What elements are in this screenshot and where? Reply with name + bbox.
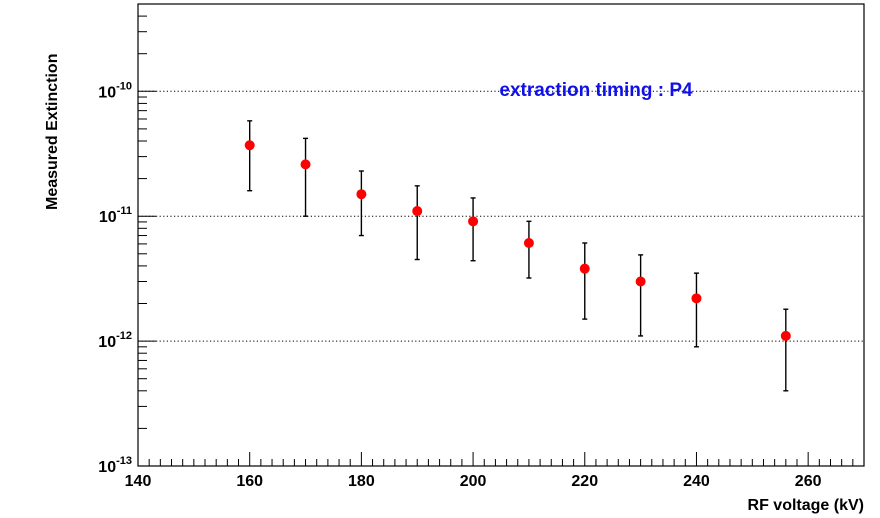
data-point [468, 216, 479, 227]
data-point [244, 140, 255, 151]
tick-marks [137, 3, 865, 467]
data-point [356, 189, 367, 200]
x-tick-label: 200 [460, 473, 487, 490]
x-tick-label: 260 [795, 473, 822, 490]
data-point [691, 293, 702, 304]
y-tick-label: 10-10 [98, 80, 132, 101]
data-point [300, 159, 311, 170]
x-tick-label: 240 [683, 473, 710, 490]
x-tick-label: 160 [236, 473, 263, 490]
plot-frame [137, 3, 865, 467]
y-tick-label: 10-13 [98, 455, 132, 476]
axes [137, 3, 865, 467]
data-points [244, 120, 791, 392]
y-tick-label: 10-11 [99, 205, 132, 226]
x-tick-label: 140 [125, 473, 152, 490]
y-tick-label: 10-12 [98, 330, 132, 351]
annotation: extraction timing : P4 [499, 80, 693, 101]
tick-labels: 10-13 10-12 10-11 10-10 140 160 180 200 220 240 26… [98, 80, 821, 490]
data-point [523, 238, 534, 249]
grid [138, 90, 864, 342]
y-axis-title: Measured Extinction [44, 54, 61, 210]
x-tick-label: 180 [348, 473, 375, 490]
data-point [635, 276, 646, 287]
data-point [780, 330, 791, 341]
data-point [579, 263, 590, 274]
x-axis-title: RF voltage (kV) [748, 497, 864, 514]
x-tick-label: 220 [571, 473, 598, 490]
data-point [412, 206, 423, 217]
